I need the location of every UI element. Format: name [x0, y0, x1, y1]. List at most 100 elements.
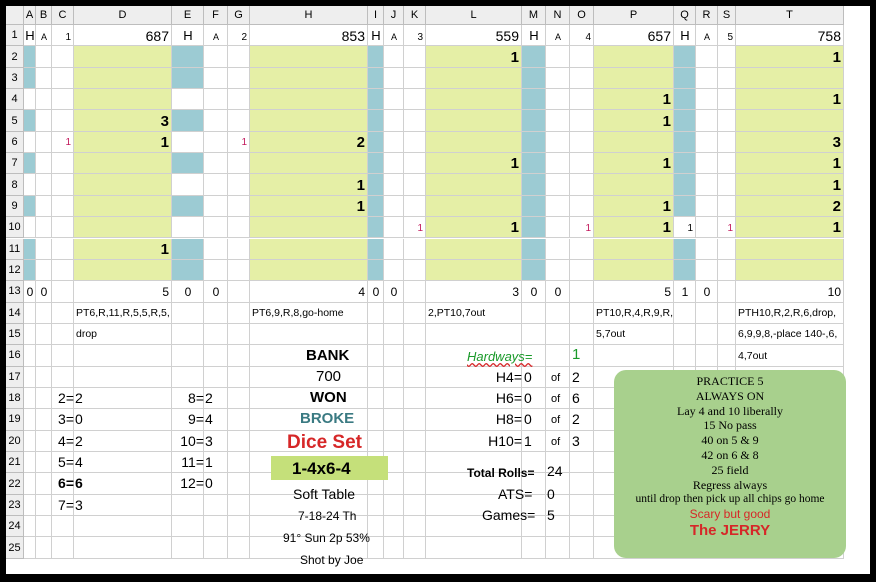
- cell[interactable]: [384, 409, 404, 431]
- cell[interactable]: [384, 67, 404, 90]
- cell[interactable]: [522, 217, 546, 239]
- cell[interactable]: [228, 516, 250, 538]
- column-header-g[interactable]: G: [228, 6, 250, 25]
- cell[interactable]: [36, 345, 52, 367]
- cell[interactable]: [74, 238, 172, 260]
- cell[interactable]: [24, 67, 36, 90]
- cell[interactable]: [368, 67, 384, 90]
- cell[interactable]: [594, 89, 674, 111]
- cell[interactable]: [24, 345, 36, 367]
- cell[interactable]: [204, 494, 228, 517]
- cell[interactable]: [522, 366, 546, 388]
- cell[interactable]: [426, 345, 522, 367]
- cell[interactable]: [546, 25, 570, 47]
- cell[interactable]: [250, 259, 368, 282]
- cell[interactable]: [228, 131, 250, 154]
- cell[interactable]: [736, 238, 844, 260]
- cell[interactable]: [36, 473, 52, 495]
- cell[interactable]: [204, 537, 228, 559]
- cell[interactable]: [250, 409, 368, 431]
- cell[interactable]: [250, 174, 368, 196]
- cell[interactable]: [426, 131, 522, 154]
- cell[interactable]: [52, 345, 74, 367]
- cell[interactable]: [52, 302, 74, 324]
- cell[interactable]: [228, 67, 250, 90]
- cell[interactable]: [250, 281, 368, 303]
- cell[interactable]: [546, 238, 570, 260]
- cell[interactable]: [172, 302, 204, 324]
- cell[interactable]: [36, 387, 52, 410]
- cell[interactable]: [594, 67, 674, 90]
- row-header-19[interactable]: 19: [6, 409, 24, 431]
- cell[interactable]: [36, 46, 52, 68]
- cell[interactable]: [204, 174, 228, 196]
- cell[interactable]: [404, 46, 426, 68]
- cell[interactable]: [74, 195, 172, 218]
- cell[interactable]: [204, 131, 228, 154]
- cell[interactable]: [674, 89, 696, 111]
- cell[interactable]: [594, 345, 674, 367]
- cell[interactable]: [570, 25, 594, 47]
- cell[interactable]: [74, 473, 172, 495]
- cell[interactable]: [74, 345, 172, 367]
- cell[interactable]: [204, 25, 228, 47]
- cell[interactable]: [546, 131, 570, 154]
- cell[interactable]: [404, 259, 426, 282]
- column-header-b[interactable]: B: [36, 6, 52, 25]
- cell[interactable]: [36, 430, 52, 452]
- cell[interactable]: [172, 387, 204, 410]
- cell[interactable]: [426, 516, 522, 538]
- column-header-r[interactable]: R: [696, 6, 718, 25]
- cell[interactable]: [594, 46, 674, 68]
- cell[interactable]: [172, 195, 204, 218]
- cell[interactable]: [570, 302, 594, 324]
- cell[interactable]: [718, 302, 736, 324]
- cell[interactable]: [52, 259, 74, 282]
- cell[interactable]: [228, 46, 250, 68]
- cell[interactable]: [74, 452, 172, 474]
- cell[interactable]: [36, 494, 52, 517]
- cell[interactable]: [36, 238, 52, 260]
- cell[interactable]: [228, 323, 250, 346]
- cell[interactable]: [696, 217, 718, 239]
- cell[interactable]: [204, 366, 228, 388]
- row-header-23[interactable]: 23: [6, 494, 24, 517]
- cell[interactable]: [384, 387, 404, 410]
- row-header-13[interactable]: 13: [6, 281, 24, 303]
- cell[interactable]: [228, 259, 250, 282]
- cell[interactable]: [52, 323, 74, 346]
- cell[interactable]: [228, 238, 250, 260]
- cell[interactable]: [368, 537, 384, 559]
- column-header-f[interactable]: F: [204, 6, 228, 25]
- cell[interactable]: [384, 494, 404, 517]
- cell[interactable]: [74, 302, 172, 324]
- cell[interactable]: [522, 259, 546, 282]
- cell[interactable]: [426, 494, 522, 517]
- cell[interactable]: [384, 430, 404, 452]
- cell[interactable]: [74, 537, 172, 559]
- cell[interactable]: [404, 537, 426, 559]
- cell[interactable]: [718, 89, 736, 111]
- cell[interactable]: [204, 153, 228, 175]
- cell[interactable]: [570, 46, 594, 68]
- cell[interactable]: [24, 217, 36, 239]
- cell[interactable]: [426, 46, 522, 68]
- cell[interactable]: [404, 195, 426, 218]
- cell[interactable]: [736, 153, 844, 175]
- cell[interactable]: [546, 89, 570, 111]
- cell[interactable]: [74, 25, 172, 47]
- cell[interactable]: [674, 110, 696, 132]
- cell[interactable]: [384, 452, 404, 474]
- cell[interactable]: [74, 516, 172, 538]
- cell[interactable]: [368, 174, 384, 196]
- cell[interactable]: [250, 131, 368, 154]
- cell[interactable]: [674, 281, 696, 303]
- cell[interactable]: [52, 494, 74, 517]
- cell[interactable]: [384, 259, 404, 282]
- cell[interactable]: [570, 366, 594, 388]
- cell[interactable]: [24, 537, 36, 559]
- cell[interactable]: [674, 259, 696, 282]
- cell[interactable]: [250, 366, 368, 388]
- column-header-k[interactable]: K: [404, 6, 426, 25]
- column-header-n[interactable]: N: [546, 6, 570, 25]
